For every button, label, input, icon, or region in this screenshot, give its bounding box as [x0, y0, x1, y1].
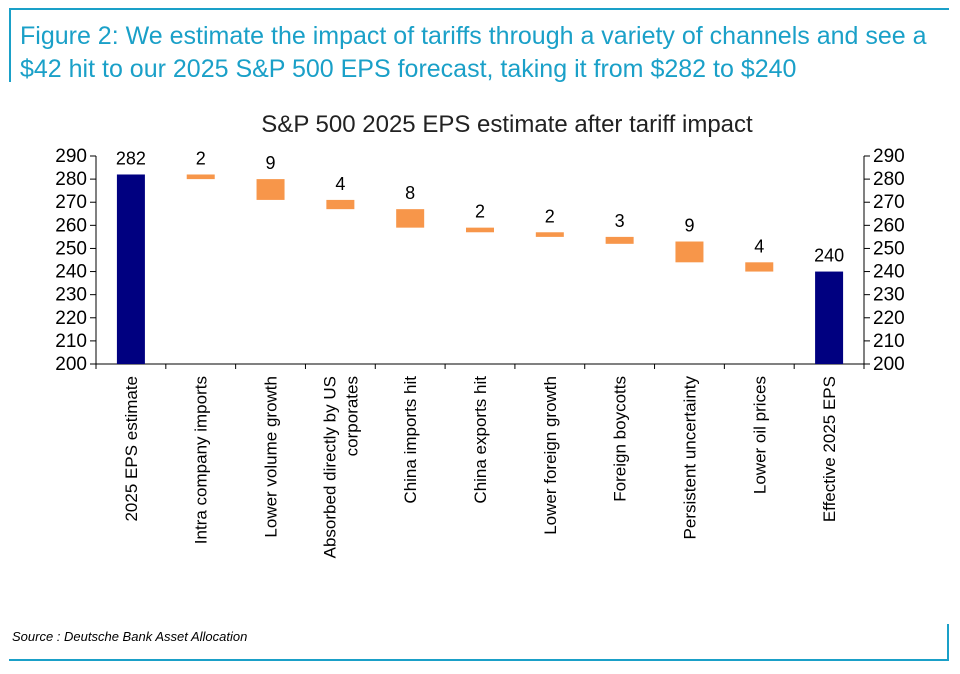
y-tick-label-left: 290 — [55, 146, 87, 167]
bar-decrease — [466, 227, 494, 233]
y-tick-label-left: 230 — [55, 285, 87, 306]
x-category-label: 2025 EPS estimate — [122, 376, 141, 522]
y-tick-label-right: 250 — [873, 238, 905, 259]
x-category-label: China exports hit — [471, 376, 490, 504]
data-label: 3 — [615, 211, 625, 231]
y-tick-label-left: 200 — [55, 354, 87, 375]
y-tick-label-left: 260 — [55, 215, 87, 236]
y-tick-label-right: 200 — [873, 354, 905, 375]
data-label: 4 — [335, 174, 345, 194]
bar-decrease — [745, 262, 774, 272]
bar-decrease — [326, 199, 355, 210]
bar-decrease — [535, 232, 564, 237]
y-tick-label-right: 280 — [873, 169, 905, 190]
bar-decrease — [605, 236, 634, 244]
y-tick-label-right: 230 — [873, 285, 905, 306]
source-note: Source : Deutsche Bank Asset Allocation — [12, 629, 248, 644]
y-tick-label-left: 220 — [55, 308, 87, 329]
x-category-label: Absorbed directly by US — [320, 376, 339, 558]
x-category-label: Lower foreign growth — [541, 376, 560, 535]
data-label: 4 — [754, 236, 764, 256]
figure-frame-right — [947, 624, 949, 661]
y-tick-label-right: 270 — [873, 192, 905, 213]
figure-title: Figure 2: We estimate the impact of tari… — [20, 22, 927, 83]
bar-decrease — [675, 241, 704, 263]
y-tick-label-right: 260 — [873, 215, 905, 236]
x-category-label: Lower volume growth — [262, 376, 281, 538]
figure-frame-bottom — [9, 659, 949, 661]
data-label: 2 — [545, 206, 555, 226]
data-label: 9 — [684, 216, 694, 236]
y-tick-label-left: 240 — [55, 262, 87, 283]
bar-decrease — [396, 209, 425, 228]
x-category-label: Intra company imports — [192, 376, 211, 544]
data-label: 282 — [116, 148, 146, 168]
data-label: 8 — [405, 183, 415, 203]
y-tick-label-left: 210 — [55, 331, 87, 352]
data-label: 2 — [196, 148, 206, 168]
y-tick-label-left: 280 — [55, 169, 87, 190]
bar-total — [815, 271, 844, 364]
x-category-label: Lower oil prices — [750, 376, 769, 494]
data-label: 2 — [475, 202, 485, 222]
y-tick-label-right: 210 — [873, 331, 905, 352]
figure-frame-left — [9, 8, 11, 82]
y-tick-label-left: 250 — [55, 238, 87, 259]
x-category-label: Effective 2025 EPS — [820, 376, 839, 522]
x-category-label: corporates — [342, 376, 361, 456]
y-tick-label-left: 270 — [55, 192, 87, 213]
chart-title: S&P 500 2025 EPS estimate after tariff i… — [261, 111, 753, 138]
data-label: 9 — [266, 153, 276, 173]
bar-decrease — [256, 179, 285, 200]
bar-decrease — [186, 174, 215, 180]
y-tick-label-right: 290 — [873, 146, 905, 167]
figure-frame-top — [9, 8, 949, 10]
y-tick-label-right: 240 — [873, 262, 905, 283]
bar-total — [116, 174, 145, 364]
x-category-label: China imports hit — [401, 376, 420, 504]
y-tick-label-right: 220 — [873, 308, 905, 329]
x-category-label: Persistent uncertainty — [680, 376, 699, 540]
data-label: 240 — [814, 246, 844, 266]
x-category-label: Foreign boycotts — [611, 376, 630, 502]
